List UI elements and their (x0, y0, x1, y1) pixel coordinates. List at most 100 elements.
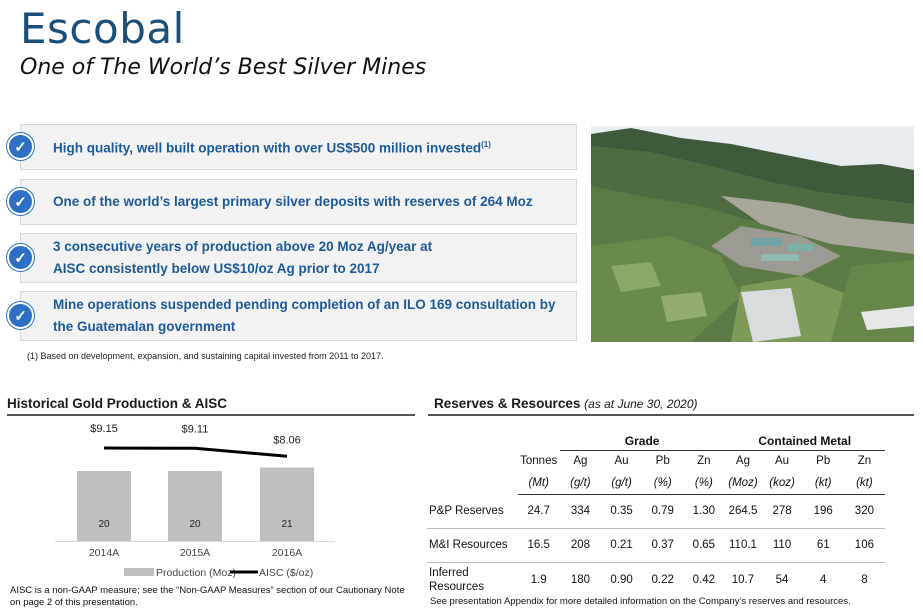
aisc-value-label: $8.06 (273, 434, 301, 446)
col-unit: (Moz) (724, 472, 762, 495)
reserves-title: Reserves & Resources (434, 396, 581, 411)
table-cell: 0.90 (610, 574, 633, 587)
table-cell: 1.9 (530, 574, 547, 587)
table-cell: 110.1 (724, 528, 762, 563)
production-bar (77, 471, 131, 541)
table-cell: 61 (802, 528, 844, 563)
table-cell: 264.5 (724, 494, 762, 529)
check-icon: ✓ (7, 188, 34, 215)
reserves-note: See presentation Appendix for more detai… (430, 596, 851, 607)
col-header: Pb (655, 455, 670, 468)
table-cell: 8 (861, 574, 868, 587)
footnote: (1) Based on development, expansion, and… (27, 351, 384, 361)
table-cell: 0.37 (642, 528, 684, 563)
table-cell: 110 (761, 528, 803, 563)
col-unit: (koz) (761, 472, 803, 495)
bullet-3: ✓ 3 consecutive years of production abov… (7, 233, 577, 283)
bullet-4: ✓ Mine operations suspended pending comp… (7, 291, 577, 341)
table-row: M&I Resources 16.5 208 0.21 0.37 0.65 11… (427, 528, 885, 563)
table-cell: 0.42 (692, 574, 716, 587)
unit-row: (Mt) (g/t) (g/t) (%) (%) (Moz) (koz) (kt… (427, 472, 885, 495)
row-label: P&P Reserves (427, 494, 518, 529)
table-row: P&P Reserves 24.7 334 0.35 0.79 1.30 264… (427, 494, 885, 529)
category-label: 2016A (272, 547, 302, 559)
table-cell: 0.65 (683, 528, 725, 563)
table-cell: 4 (820, 574, 827, 587)
bullet-1-text: High quality, well built operation with … (53, 140, 482, 156)
legend-swatch-production (124, 568, 154, 576)
production-bar (260, 467, 314, 541)
table-cell: 0.35 (600, 494, 643, 529)
aisc-value-label: $9.11 (182, 423, 209, 435)
page-subtitle: One of The World’s Best Silver Mines (20, 55, 427, 80)
bullet-3-line2: AISC consistently below US$10/oz Ag prio… (53, 261, 380, 276)
bar-value-label: 20 (98, 519, 110, 530)
reserves-subtitle: (as at June 30, 2020) (584, 397, 698, 411)
col-unit: (g/t) (559, 472, 601, 495)
legend-label-production: Production (Moz) (156, 567, 236, 579)
row-label-line1: Inferred (429, 567, 469, 580)
col-header: Zn (697, 455, 711, 468)
col-header: Ag (573, 455, 588, 468)
table-cell: 0.21 (600, 528, 643, 563)
chart-note: AISC is a non-GAAP measure; see the “Non… (10, 585, 405, 608)
table-cell: 320 (843, 494, 885, 529)
check-icon: ✓ (7, 244, 34, 271)
col-header: Zn (857, 455, 872, 468)
table-cell: 24.7 (517, 494, 560, 529)
bullet-1-sup: (1) (481, 140, 491, 150)
table-cell: 106 (843, 528, 885, 563)
mine-aerial-photo (591, 126, 914, 342)
bullet-2-text: One of the world’s largest primary silve… (53, 194, 533, 209)
page-title: Escobal (20, 4, 185, 53)
col-unit: (Mt) (517, 472, 560, 495)
row-label-line2: Resources (429, 581, 484, 594)
aisc-line (103, 446, 288, 458)
grade-group-header: Grade (559, 432, 725, 451)
row-label: Inferred Resources (427, 562, 518, 598)
table-cell: 10.7 (731, 574, 755, 587)
check-icon: ✓ (7, 133, 34, 160)
table-cell: 1.30 (683, 494, 725, 529)
aisc-value-label: $9.15 (90, 423, 118, 435)
chart-section-title: Historical Gold Production & AISC (7, 396, 228, 411)
col-unit: (kt) (843, 472, 885, 495)
reserves-section-title: Reserves & Resources (as at June 30, 202… (434, 396, 698, 411)
table-cell: 278 (761, 494, 803, 529)
chart-section-rule (7, 414, 415, 416)
col-header: Au (775, 455, 790, 468)
col-header: Au (614, 455, 629, 468)
bullet-4-line1: Mine operations suspended pending comple… (53, 297, 556, 312)
check-icon: ✓ (7, 302, 34, 329)
table-row: Inferred Resources 1.9 180 0.90 0.22 0.42… (427, 562, 885, 598)
bar-value-label: 21 (281, 519, 293, 530)
metal-group-header: Contained Metal (724, 432, 885, 451)
bullet-3-line1: 3 consecutive years of production above … (53, 239, 433, 254)
category-label: 2015A (180, 547, 210, 559)
table-cell: 334 (559, 494, 601, 529)
col-unit: (%) (683, 472, 725, 495)
reserves-section-rule (428, 414, 914, 416)
table-cell: 16.5 (517, 528, 560, 563)
production-bar (168, 471, 222, 541)
table-cell: 180 (570, 574, 590, 587)
table-cell: 196 (802, 494, 844, 529)
category-label: 2014A (89, 547, 119, 559)
table-cell: 208 (559, 528, 601, 563)
bullet-1: ✓ High quality, well built operation wit… (7, 124, 577, 170)
legend-label-aisc: AISC ($/oz) (259, 567, 313, 579)
col-header: Tonnes (520, 455, 558, 467)
bullet-4-line2: the Guatemalan government (53, 319, 236, 334)
reserves-table: Grade Contained Metal Tonnes Ag Au Pb Zn… (427, 432, 885, 598)
row-label: M&I Resources (427, 528, 518, 563)
bar-value-label: 20 (189, 519, 201, 530)
col-unit: (kt) (802, 472, 844, 495)
col-header: Pb (816, 455, 831, 468)
production-aisc-chart: 20 20 21 $9.15 $9.11 $8.06 2014A 2015A 2016A Prod… (55, 423, 335, 579)
column-header-row: Tonnes Ag Au Pb Zn Ag Au Pb Zn (427, 450, 885, 472)
col-unit: (g/t) (600, 472, 643, 495)
bullet-2: ✓ One of the world’s largest primary sil… (7, 179, 577, 225)
col-header: Ag (735, 455, 750, 468)
table-cell: 0.79 (642, 494, 684, 529)
table-cell: 0.22 (651, 574, 674, 587)
